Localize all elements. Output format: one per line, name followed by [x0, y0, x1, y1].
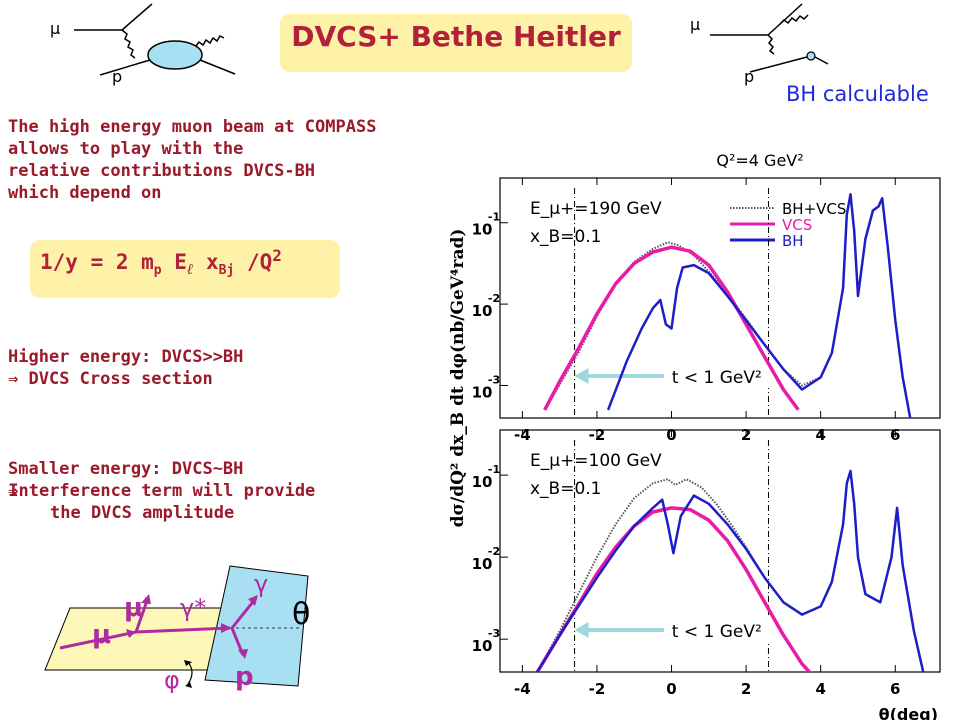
formula-box: [30, 240, 340, 298]
blob: [147, 40, 203, 70]
legend-label: BH+VCS: [782, 200, 846, 218]
virtual-photon-line: [121, 29, 136, 59]
series-bh: [606, 193, 912, 418]
y-tick-base: 10: [472, 637, 493, 655]
vertex: [806, 51, 816, 61]
muon-label: μ: [690, 15, 700, 34]
legend-label: VCS: [782, 216, 812, 234]
y-tick-base: 10: [472, 473, 493, 491]
intro-line: The high energy muon beam at COMPASS: [8, 117, 377, 137]
dvcs-feynman-diagram: μ p: [50, 3, 236, 86]
y-tick-exponent: -1: [488, 211, 500, 224]
y-tick-base: 10: [472, 302, 493, 320]
bremsstrahlung-photon: [779, 14, 809, 25]
title-box: [280, 14, 632, 72]
muon-out-line: [121, 3, 153, 31]
chart-annotation: E_μ+=190 GeV: [530, 199, 662, 219]
proton-label: p: [112, 67, 122, 86]
intro-paragraph: The high energy muon beam at COMPASS all…: [8, 116, 376, 204]
t-cut-arrow-head-left: [574, 622, 589, 638]
hadron-plane: [204, 565, 309, 687]
legend-label: BH: [782, 232, 804, 250]
x-axis-label: θ(deg): [879, 705, 938, 720]
x-tick-label: 0: [666, 680, 676, 698]
t-cut-label-bg: [664, 362, 777, 388]
kinematics-diagram: μ μ' γ* γ p φ θ: [44, 565, 310, 694]
y-tick-exponent: -3: [488, 373, 500, 386]
mu-out-label: μ': [124, 593, 151, 623]
exchange-photon: [767, 34, 775, 55]
series-bh-vcs: [536, 470, 925, 672]
series-bh: [536, 469, 925, 672]
smaller-energy-line3: the DVCS amplitude: [50, 503, 235, 523]
intro-line: relative contributions DVCS-BH: [8, 161, 316, 181]
series-vcs: [535, 506, 812, 672]
proton-label: p: [235, 662, 254, 692]
smaller-energy-line1: Smaller energy: DVCS~BH: [8, 459, 244, 479]
chart-panel-2: -4 -2 0 2 4 610-110-210-3E_μ+=100 GeVx_B=0.1t…: [472, 429, 941, 720]
chart-annotation: x_B=0.1: [530, 479, 602, 499]
x-tick-label: 6: [890, 680, 900, 698]
mu-in-label: μ: [92, 620, 111, 650]
gamma-star-label: γ*: [180, 594, 206, 622]
proton-label: p: [744, 67, 754, 86]
y-tick-exponent: -3: [488, 627, 500, 640]
bh-feynman-diagram: μ p: [690, 3, 829, 86]
x-tick-label: 4: [815, 680, 825, 698]
mu-out-arrow: [134, 597, 150, 633]
intro-line: which depend on: [8, 183, 162, 203]
formula: 1/y = 2 mp Eℓ xBj /Q2: [40, 246, 282, 279]
higher-energy-block: Higher energy: DVCS>>BH ⇒ DVCS Cross sec…: [8, 346, 243, 390]
gamma-label: γ: [254, 570, 268, 598]
theta-label: θ: [292, 597, 310, 632]
higher-energy-line1: Higher energy: DVCS>>BH: [8, 347, 244, 367]
higher-energy-line2: ⇒ DVCS Cross section: [8, 369, 213, 389]
y-tick-exponent: -2: [488, 545, 500, 558]
chart-title: Q²=4 GeV²: [716, 151, 803, 170]
x-tick-label: -4: [514, 680, 531, 698]
phi-label: φ: [164, 666, 180, 694]
smaller-energy-line2: ⇒Interference term will provide: [8, 481, 316, 501]
y-tick-base: 10: [472, 221, 493, 239]
chart-annotation: x_B=0.1: [530, 227, 602, 247]
muon-out-line: [767, 3, 803, 36]
plot-frame: [499, 177, 941, 419]
mu-in-arrow: [59, 630, 137, 650]
y-tick-base: 10: [472, 555, 493, 573]
t-cut-label-bg: [664, 616, 777, 642]
bh-calculable-caption: BH calculable: [786, 82, 929, 106]
gamma-star-arrow: [135, 626, 231, 634]
x-tick-label: 2: [741, 680, 751, 698]
smaller-energy-block: Smaller energy: DVCS~BH ⇒Interference te…: [8, 458, 315, 524]
plot-frame: [499, 429, 941, 673]
chart-annotation: E_μ+=100 GeV: [530, 451, 662, 471]
muon-label: μ: [50, 19, 60, 38]
proton-out-line: [199, 59, 236, 75]
slide-title: DVCS+ Bethe Heitler: [291, 20, 621, 53]
t-cut-arrow-head-left: [574, 368, 589, 384]
proton-in-line: [99, 59, 151, 76]
proton-out-line: [814, 56, 829, 65]
t-cut-label: t < 1 GeV²: [672, 622, 762, 642]
y-tick-exponent: -2: [488, 292, 500, 305]
x-tick-label: -2: [589, 680, 606, 698]
proton-in-line: [749, 56, 808, 73]
y-tick-base: 10: [472, 383, 493, 401]
intro-line: allows to play with the: [8, 139, 244, 159]
series-vcs: [543, 245, 800, 411]
y-tick-exponent: -1: [488, 463, 500, 476]
t-cut-label: t < 1 GeV²: [672, 368, 762, 388]
real-photon-line: [195, 35, 225, 47]
